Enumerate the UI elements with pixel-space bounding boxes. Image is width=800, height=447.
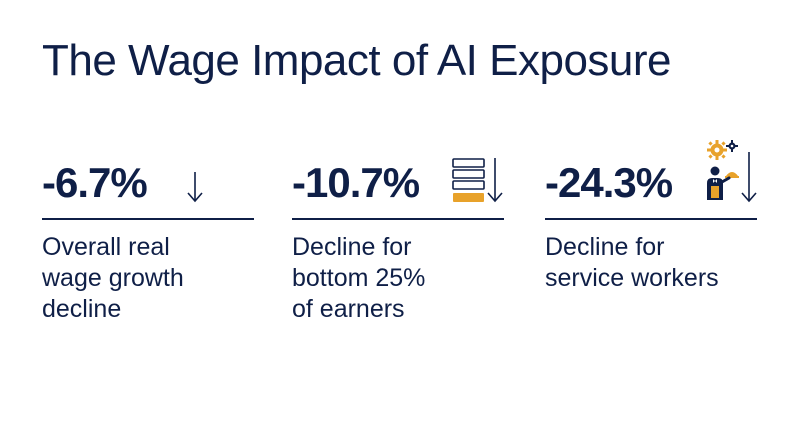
stat-value: -6.7% <box>42 159 148 206</box>
stat-description: Decline for service workers <box>545 232 757 294</box>
description-line: wage growth <box>42 264 184 292</box>
service-worker-gears-down-arrow-icon <box>707 140 757 203</box>
description-line: decline <box>42 295 122 323</box>
divider-line <box>545 218 757 220</box>
description-line: Decline for <box>292 233 412 261</box>
stat-header: -24.3% <box>545 140 757 210</box>
divider-line <box>292 218 504 220</box>
stat-description: Decline for bottom 25% of earners <box>292 232 504 325</box>
stat-card-bottom-earners: -10.7% Decline for bottom 25% of earners <box>292 150 504 323</box>
stat-value: -24.3% <box>545 159 673 206</box>
stat-value: -10.7% <box>292 159 420 206</box>
divider-line <box>42 218 254 220</box>
description-line: Overall real <box>42 233 170 261</box>
description-line: of earners <box>292 295 405 323</box>
gear-icon <box>707 140 727 160</box>
description-line: bottom 25% <box>292 264 426 292</box>
stat-description: Overall real wage growth decline <box>42 232 254 325</box>
stacked-bars-down-arrow-icon <box>452 158 503 203</box>
down-arrow-icon <box>187 172 203 203</box>
description-line: service workers <box>545 264 719 292</box>
description-line: Decline for <box>545 233 665 261</box>
page-title: The Wage Impact of AI Exposure <box>42 36 672 85</box>
stat-card-service-workers: -24.3% <box>545 140 757 292</box>
stat-header: -10.7% <box>292 150 504 210</box>
stat-card-overall-wage-growth: -6.7% Overall real wage growth decline <box>42 150 254 323</box>
small-gear-icon <box>726 140 738 152</box>
stat-header: -6.7% <box>42 150 254 210</box>
